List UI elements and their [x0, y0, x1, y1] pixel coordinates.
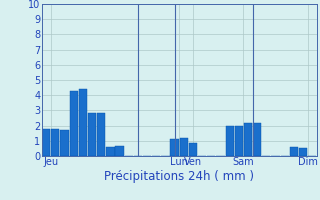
Bar [189, 143, 197, 156]
Bar [42, 129, 50, 156]
Bar [106, 147, 115, 156]
Bar [97, 113, 105, 156]
Bar [235, 126, 243, 156]
Bar [253, 123, 261, 156]
Bar [60, 130, 69, 156]
Bar [171, 139, 179, 156]
Bar [180, 138, 188, 156]
Bar [88, 113, 96, 156]
Bar [299, 148, 307, 156]
Bar [116, 146, 124, 156]
Bar [79, 89, 87, 156]
Bar [244, 123, 252, 156]
Bar [290, 147, 298, 156]
X-axis label: Précipitations 24h ( mm ): Précipitations 24h ( mm ) [104, 170, 254, 183]
Bar [226, 126, 234, 156]
Bar [51, 129, 60, 156]
Bar [69, 91, 78, 156]
